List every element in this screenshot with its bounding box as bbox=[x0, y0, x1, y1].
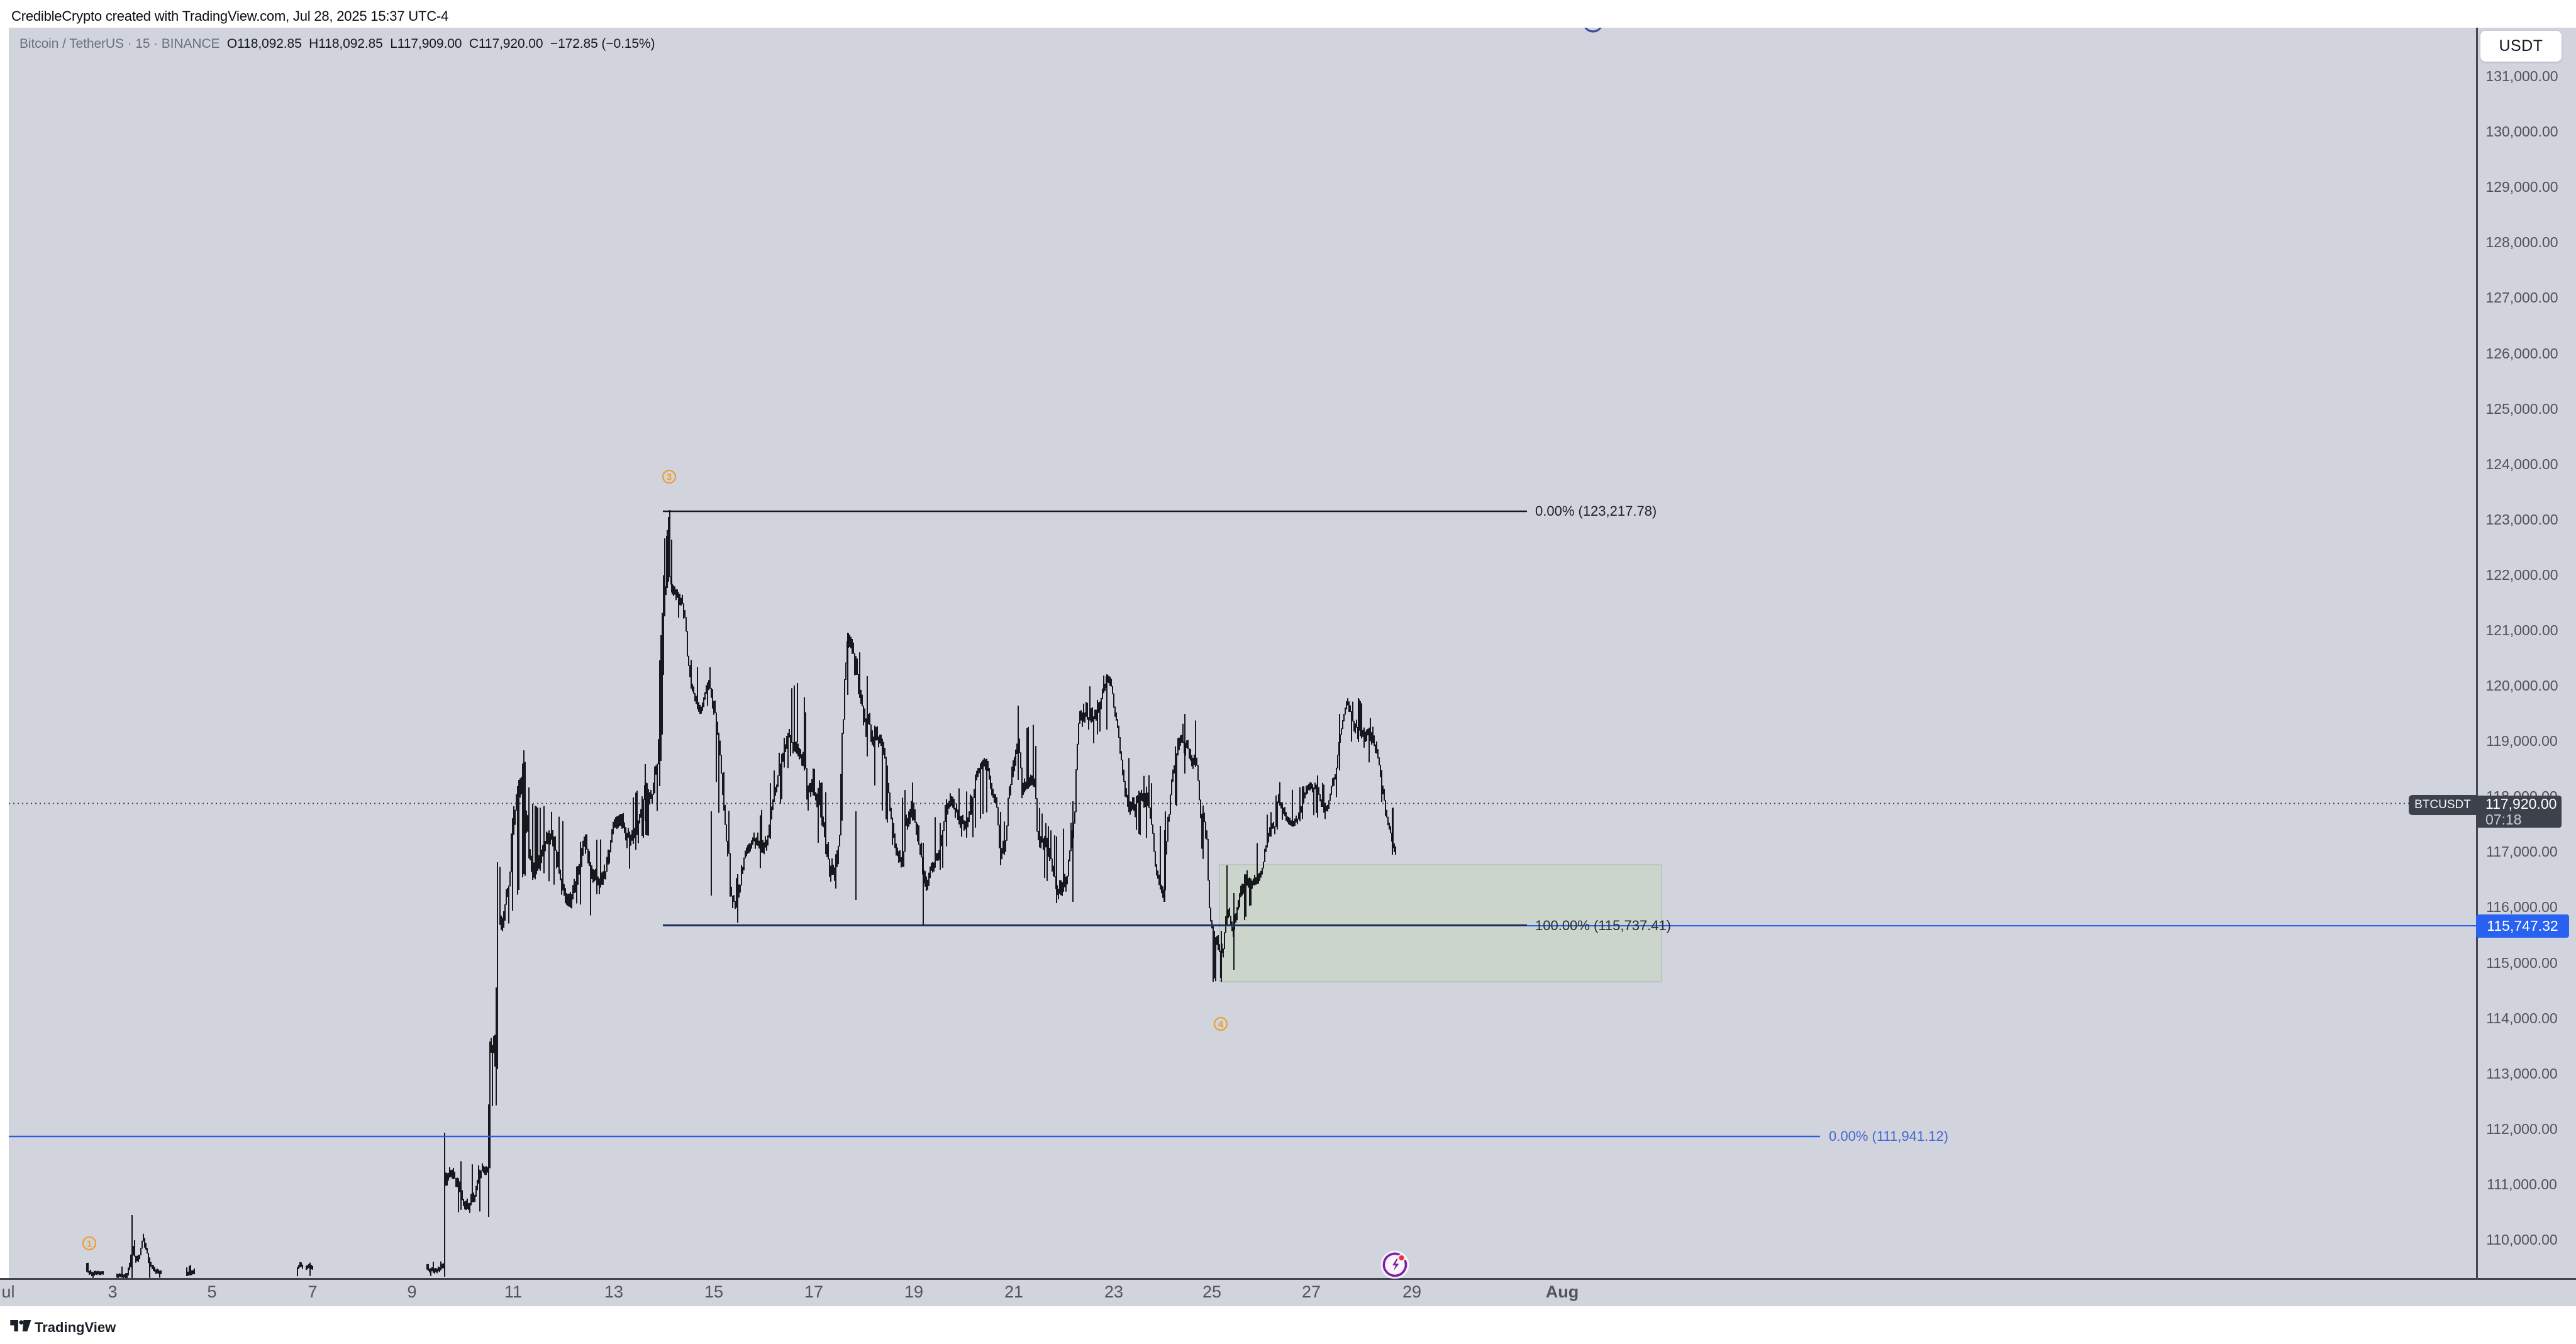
svg-text:1: 1 bbox=[87, 1239, 92, 1250]
svg-text:4: 4 bbox=[1218, 1019, 1224, 1030]
svg-text:3: 3 bbox=[667, 472, 672, 483]
